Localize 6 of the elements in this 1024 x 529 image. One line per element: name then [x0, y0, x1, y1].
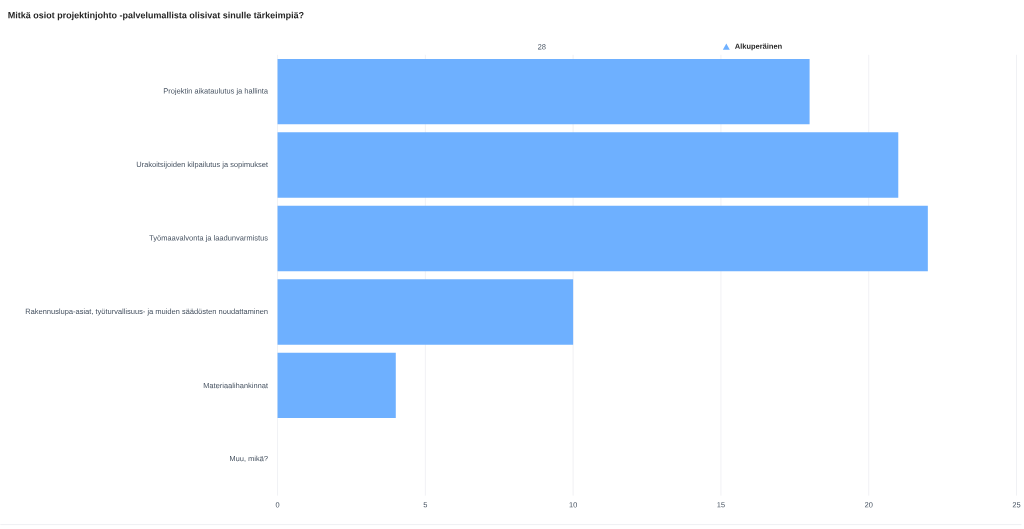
- bar: [277, 206, 928, 272]
- bar: [277, 59, 810, 125]
- bar: [277, 132, 899, 198]
- bar: [277, 352, 396, 419]
- text: Mitkä osiot projektinjohto -palvelumallista olisivat sinulle tärkeimpiä?: [8, 12, 304, 21]
- bar: [277, 279, 574, 345]
